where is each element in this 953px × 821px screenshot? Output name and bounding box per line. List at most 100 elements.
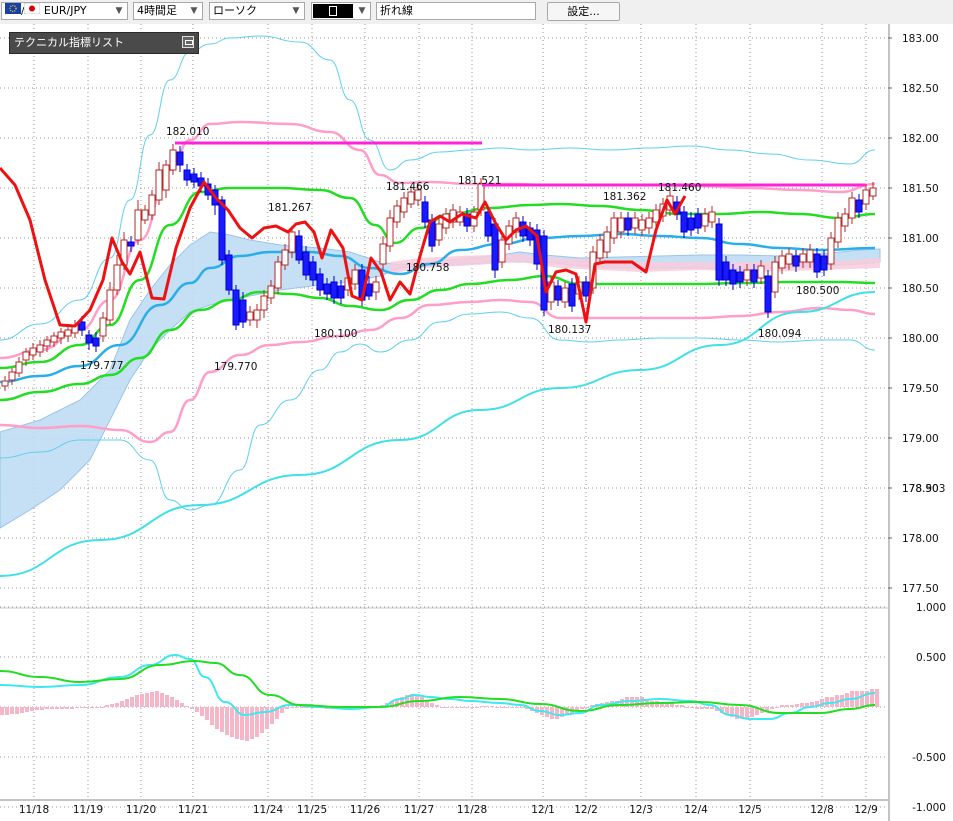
macd-histogram-bar (615, 701, 619, 707)
macd-histogram-bar (505, 707, 509, 708)
macd-histogram-bar (495, 707, 499, 708)
macd-histogram-bar (190, 707, 194, 709)
settings-button[interactable]: 設定... (547, 2, 620, 21)
close-price-line (0, 167, 687, 328)
macd-histogram-bar (640, 697, 644, 707)
macd-histogram-bar (675, 705, 679, 707)
macd-histogram-bar (260, 707, 264, 733)
macd-histogram-bar (635, 697, 639, 707)
technical-indicator-list[interactable]: テクニカル指標リスト (9, 32, 199, 54)
bullish-candle (771, 256, 779, 298)
timeframe-select[interactable]: 4時間足 ▼ (133, 2, 203, 20)
date-tick-label: 11/28 (457, 804, 487, 816)
bearish-candle (736, 266, 744, 288)
chart-style-select[interactable]: ローソク ▼ (209, 2, 305, 20)
price-annotation: 181.267 (268, 202, 311, 214)
macd-axis: 1.000 0.500 -0.500 -1.000 (912, 602, 946, 814)
date-tick-label: 11/27 (404, 804, 434, 816)
bearish-candle (722, 256, 730, 286)
bearish-candle (316, 268, 324, 296)
chevron-down-icon[interactable]: ▼ (115, 6, 123, 16)
macd-histogram-bar (185, 706, 189, 707)
macd-histogram-bar (85, 707, 89, 708)
price-tick-label: 182.00 (902, 133, 939, 145)
color-select[interactable]: ▼ (311, 2, 371, 20)
macd-tick-label: 1.000 (916, 602, 946, 614)
macd-histogram-bar (110, 704, 114, 707)
chevron-down-icon[interactable]: ▼ (292, 6, 300, 16)
macd-histogram-bar (135, 695, 139, 707)
date-tick-label: 12/4 (684, 804, 708, 816)
bearish-candle (582, 276, 590, 302)
date-tick-label: 12/3 (629, 804, 653, 816)
line-type-field[interactable]: 折れ線 (376, 2, 536, 20)
macd-histogram-bar (20, 707, 24, 713)
bullish-candle (134, 200, 142, 245)
macd-histogram-bar (820, 699, 824, 707)
bearish-candle (421, 196, 429, 228)
bullish-candle (141, 205, 149, 224)
bullish-candle (8, 368, 16, 385)
macd-histogram-bar (155, 691, 159, 707)
bearish-candle (183, 164, 191, 186)
eu-flag-icon (5, 3, 21, 19)
bullish-candle (36, 340, 44, 357)
macd-histogram-bar (35, 707, 39, 710)
minimize-icon[interactable] (182, 36, 194, 48)
macd-histogram-bar (710, 707, 714, 709)
macd-histogram-bar (660, 702, 664, 707)
macd-histogram-bar (800, 703, 804, 707)
bearish-candle (813, 248, 821, 278)
bullish-candle (29, 343, 37, 360)
macd-histogram-bar (510, 707, 514, 708)
bullish-candle (288, 226, 296, 258)
bollinger-1sigma-lower (0, 274, 876, 402)
price-chart[interactable]: 182.010 181.267 181.466 181.521 181.362 181.4… (0, 24, 953, 821)
macd-line (0, 653, 876, 720)
bullish-candle (281, 244, 289, 270)
chevron-down-icon[interactable]: ▼ (190, 6, 198, 16)
bullish-candle (638, 214, 646, 236)
current-price-label: 178.903 (902, 483, 945, 495)
macd-histogram-bar (70, 707, 74, 709)
macd-histogram-bar (100, 707, 104, 708)
macd-histogram-bar (815, 701, 819, 707)
macd-histogram-bar (705, 707, 709, 709)
macd-histogram-bar (25, 707, 29, 712)
macd-histogram-bar (460, 707, 464, 708)
macd-histogram-bar (430, 703, 434, 707)
price-annotation: 179.777 (80, 360, 123, 372)
macd-histogram-bar (10, 707, 14, 714)
bearish-candle (302, 246, 310, 280)
bullish-candle (799, 248, 807, 268)
bullish-candle (106, 282, 114, 325)
bullish-candle (610, 212, 618, 244)
bullish-candle (596, 234, 604, 264)
macd-histogram-bar (565, 707, 569, 715)
price-annotation: 181.460 (658, 182, 701, 194)
macd-histogram-bar (770, 707, 774, 709)
symbol-select[interactable]: / EUR/JPY ▼ (1, 2, 128, 20)
macd-histogram-bar (725, 707, 729, 715)
chevron-down-icon[interactable]: ▼ (358, 6, 366, 16)
price-tick-label: 180.50 (902, 283, 939, 295)
macd-histogram-bar (825, 697, 829, 707)
macd-histogram-bar (305, 707, 309, 708)
price-axis: 183.00 182.50 182.00 181.50 181.00 180.50 180.… (888, 33, 945, 595)
bullish-candle (498, 234, 506, 268)
bearish-candle (190, 168, 198, 188)
bullish-candle (99, 312, 107, 342)
bearish-candle (764, 270, 772, 318)
macd-histogram-bar (810, 702, 814, 707)
macd-histogram-bar (165, 695, 169, 707)
bullish-candle (869, 182, 877, 200)
macd-histogram-bar (465, 707, 469, 708)
jp-flag-icon (24, 3, 41, 19)
macd-histogram-bar (670, 703, 674, 707)
macd-histogram-bar (55, 707, 59, 709)
macd-histogram-bar (390, 701, 394, 707)
macd-histogram-bar (295, 707, 299, 708)
color-swatch (313, 4, 353, 18)
bullish-candle (372, 276, 380, 300)
macd-histogram-bar (240, 707, 244, 740)
